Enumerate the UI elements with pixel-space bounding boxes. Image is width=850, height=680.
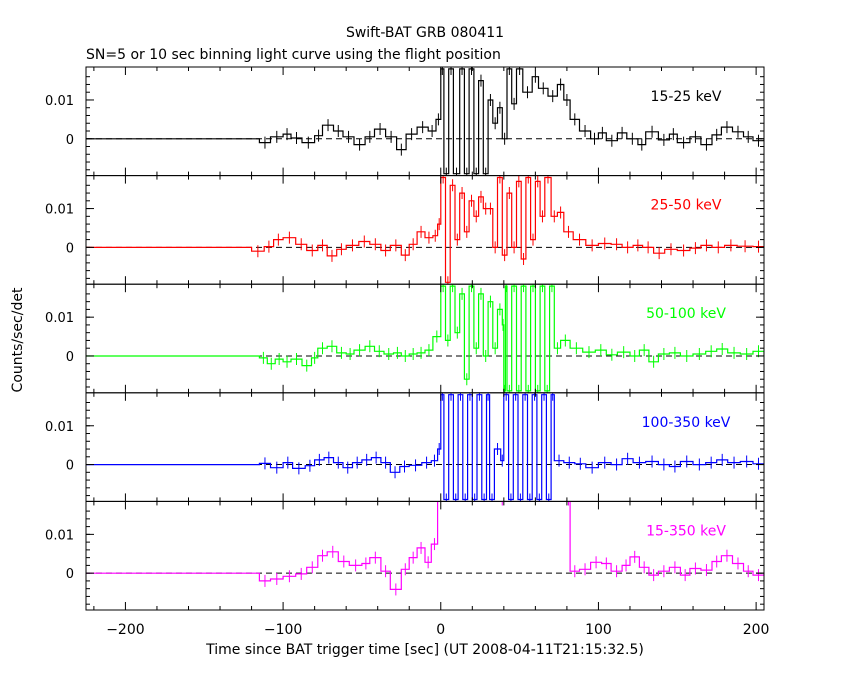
panel-5: 0 0.01 15-350 keV <box>45 500 765 611</box>
y-tick-label: 0 <box>66 133 74 148</box>
panel-1: 0 0.01 15-25 keV <box>45 66 765 177</box>
panel-4: 0 0.01 100-350 keV <box>45 392 765 502</box>
band-label: 15-350 keV <box>646 523 726 539</box>
panel-frame <box>85 175 765 285</box>
series-15-350-keV <box>86 501 764 590</box>
y-tick-label: 0 <box>66 459 74 474</box>
series-25-50-keV <box>86 176 764 283</box>
series-50-100-keV <box>86 285 764 392</box>
y-tick-label: 0.01 <box>45 311 74 326</box>
panel-3: 0 0.01 50-100 keV <box>45 283 765 394</box>
panel-frame <box>85 500 765 611</box>
panel-2: 0 0.01 25-50 keV <box>45 175 765 285</box>
panels-group: 0 0.01 15-25 keV 0 0.01 25-50 keV 0 0.01 50-100 … <box>45 66 765 611</box>
x-tick-label: 200 <box>743 622 770 638</box>
x-axis: −200 −100 0 100 200 <box>106 622 769 638</box>
y-tick-label: 0.01 <box>45 420 74 435</box>
chart-subtitle: SN=5 or 10 sec binning light curve using… <box>86 47 501 63</box>
x-axis-label: Time since BAT trigger time [sec] (UT 20… <box>205 642 644 658</box>
y-tick-label: 0.01 <box>45 528 74 543</box>
panel-frame <box>85 66 765 177</box>
band-label: 15-25 keV <box>651 89 722 105</box>
x-tick-label: −200 <box>106 622 144 638</box>
y-tick-label: 0.01 <box>45 203 74 218</box>
y-tick-label: 0 <box>66 241 74 256</box>
series-100-350-keV <box>86 394 764 501</box>
band-label: 100-350 keV <box>642 415 731 431</box>
band-label: 25-50 keV <box>651 198 722 214</box>
y-axis-label: Counts/sec/det <box>10 287 26 392</box>
series-15-25-keV <box>86 68 764 175</box>
panel-frame <box>85 392 765 502</box>
chart-title: Swift-BAT GRB 080411 <box>346 25 504 41</box>
y-tick-label: 0 <box>66 567 74 582</box>
y-tick-label: 0.01 <box>45 94 74 109</box>
panel-frame <box>85 283 765 394</box>
x-tick-label: 0 <box>436 622 445 638</box>
y-tick-label: 0 <box>66 350 74 365</box>
band-label: 50-100 keV <box>646 306 726 322</box>
x-tick-label: 100 <box>585 622 612 638</box>
x-tick-label: −100 <box>264 622 302 638</box>
